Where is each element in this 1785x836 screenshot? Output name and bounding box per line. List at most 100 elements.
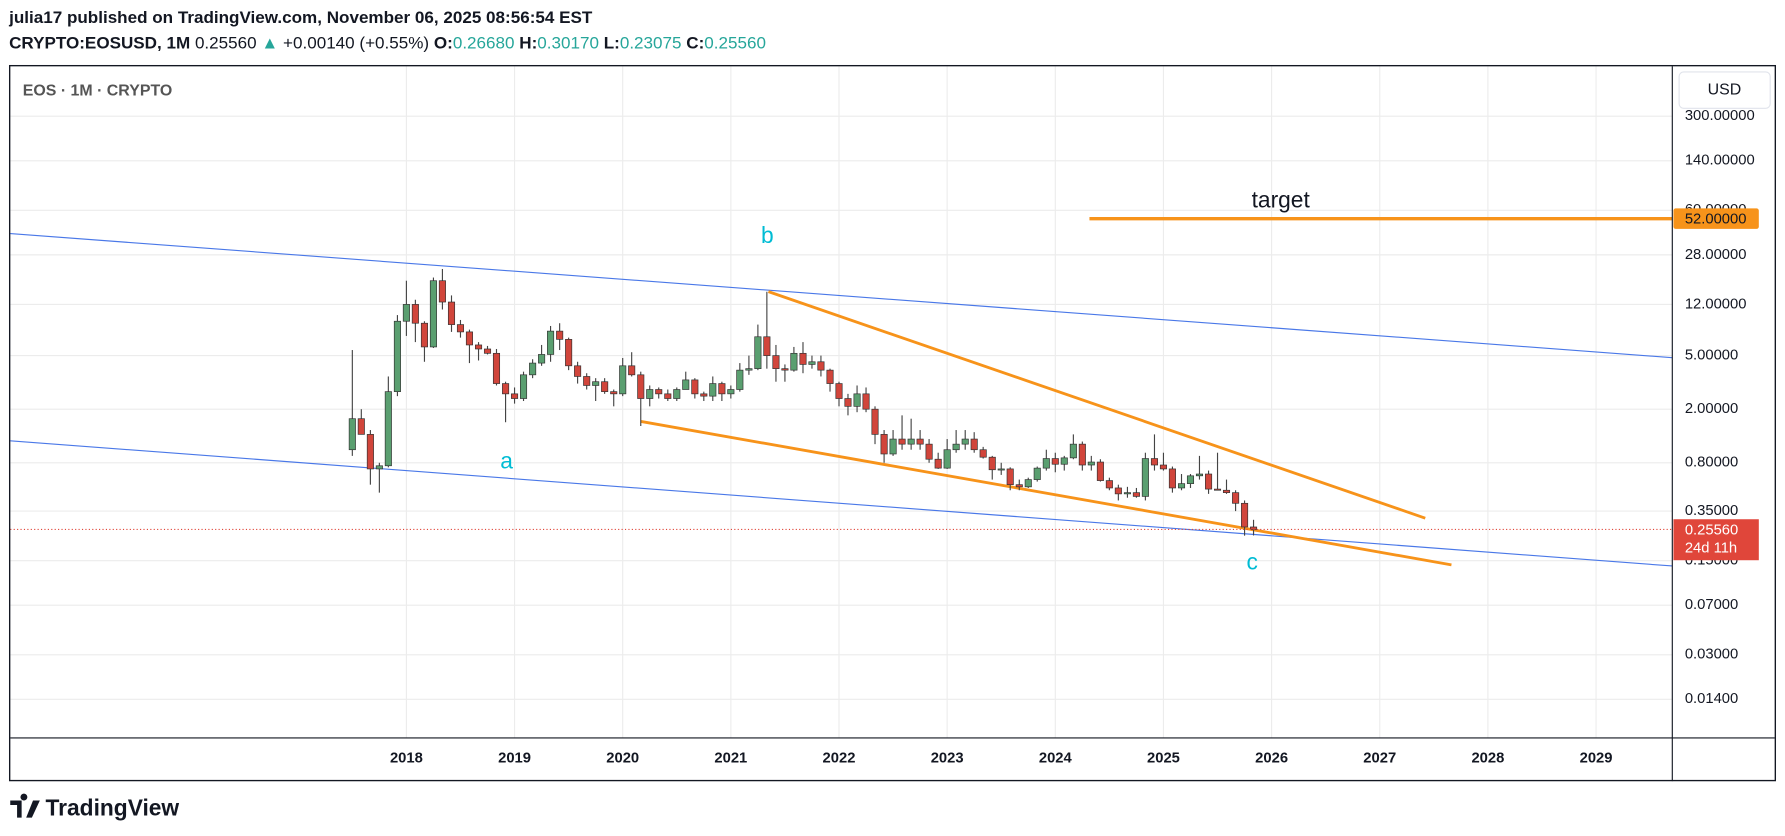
candle-body: [970, 438, 978, 451]
channel-upper: [10, 233, 1673, 359]
candle-body: [862, 393, 870, 410]
currency: USD: [1708, 81, 1742, 98]
candle-body: [1060, 457, 1068, 465]
candle-body: [1096, 461, 1104, 481]
candle-body: [952, 443, 960, 451]
l-label: L:: [604, 33, 620, 52]
candle-body: [1141, 458, 1149, 497]
candle-body: [438, 280, 446, 303]
candle-body: [835, 383, 843, 399]
candle-body: [646, 389, 654, 399]
axes: 2018 2019 2020 2021 2022 2023 2024 2025 2026 2027…: [390, 108, 1759, 766]
h-label: H:: [519, 33, 537, 52]
candle-body: [844, 398, 852, 407]
candle-body: [1006, 468, 1014, 486]
candle-body: [547, 330, 555, 355]
candle-body: [619, 365, 627, 395]
candle-body: [1123, 492, 1131, 495]
candle-body: [511, 393, 519, 399]
candle-body: [664, 393, 672, 399]
candle-body: [574, 365, 582, 377]
candle-body: [997, 468, 1005, 471]
candle-body: [1186, 475, 1195, 484]
x-tick-label: 2022: [823, 750, 856, 766]
candle-body: [709, 383, 717, 397]
candle-body: [871, 408, 879, 435]
candle-body: [1150, 458, 1159, 466]
candle-body: [727, 389, 735, 395]
candle-body: [357, 418, 365, 435]
y-tick-label: 0.07000: [1685, 597, 1738, 613]
y-tick-label: 5.00000: [1685, 348, 1738, 364]
candle-body: [745, 368, 753, 371]
candle-body: [610, 391, 618, 395]
candle-body: [700, 393, 708, 397]
candle-body: [673, 389, 681, 399]
candle-body: [772, 355, 780, 370]
candle-body: [1195, 473, 1203, 477]
candle-body: [1042, 458, 1050, 469]
y-tick-label: 28.00000: [1685, 247, 1747, 263]
candle-body: [907, 438, 915, 445]
candle-body: [1232, 492, 1240, 504]
candle-body: [519, 374, 528, 399]
candle-body: [853, 393, 861, 407]
brand: TradingView: [46, 795, 180, 821]
countdown: 24d 11h: [1685, 541, 1737, 557]
candle-body: [538, 354, 546, 364]
candle-body: [592, 381, 600, 386]
x-tick-label: 2020: [606, 750, 639, 766]
candle-body: [556, 330, 564, 340]
wave-label: a: [500, 447, 513, 473]
x-tick-label: 2021: [714, 750, 747, 766]
legend: EOS · 1M · CRYPTO: [23, 82, 173, 99]
candle-body: [429, 280, 437, 348]
candle-body: [718, 383, 726, 395]
logo-icon: [10, 793, 40, 818]
overlay: a b c target: [10, 187, 1673, 575]
y-tick-label: 0.80000: [1685, 455, 1738, 471]
symbol-line: CRYPTO:EOSUSD, 1M 0.25560 ▲ +0.00140 (+0…: [9, 33, 766, 52]
candle-body: [366, 434, 374, 470]
candle-body: [465, 331, 473, 346]
candle-body: [988, 456, 996, 471]
candles: [348, 268, 1258, 536]
candle-body: [934, 458, 942, 469]
candle-body: [1132, 492, 1140, 497]
y-tick-label: 300.00000: [1685, 108, 1755, 124]
candle-body: [817, 361, 825, 371]
c-label: C:: [686, 33, 704, 52]
candle-body: [799, 352, 807, 365]
x-tick-label: 2023: [931, 750, 964, 766]
target-value: 52.00000: [1685, 212, 1747, 228]
candle-body: [1205, 473, 1213, 490]
x-tick-label: 2026: [1255, 750, 1288, 766]
change-arrow: ▲: [261, 33, 278, 52]
candle-body: [916, 438, 924, 445]
currency-button[interactable]: [1678, 71, 1771, 109]
candle-body: [961, 438, 969, 445]
publisher-line: julia17 published on TradingView.com, No…: [8, 8, 593, 27]
candle-body: [1213, 488, 1222, 491]
candle-body: [447, 301, 456, 325]
price-label-box: [1673, 519, 1759, 561]
candle-body: [456, 324, 465, 333]
x-tick-label: 2024: [1039, 750, 1073, 766]
candle-body: [583, 376, 591, 386]
grid: [10, 66, 1673, 738]
wave-label: b: [761, 222, 774, 248]
candle-body: [1168, 468, 1176, 489]
wedge-upper: [767, 290, 1426, 520]
candle-body: [736, 369, 744, 390]
candle-body: [1159, 464, 1167, 470]
candle-body: [1024, 479, 1032, 488]
candle-body: [393, 320, 401, 392]
candle-body: [682, 379, 690, 390]
wedge-lower: [640, 420, 1452, 567]
candle-body: [529, 362, 537, 376]
candle-body: [1015, 484, 1023, 488]
candle-body: [384, 391, 392, 467]
x-tick-label: 2019: [498, 750, 531, 766]
candle-body: [483, 348, 492, 354]
